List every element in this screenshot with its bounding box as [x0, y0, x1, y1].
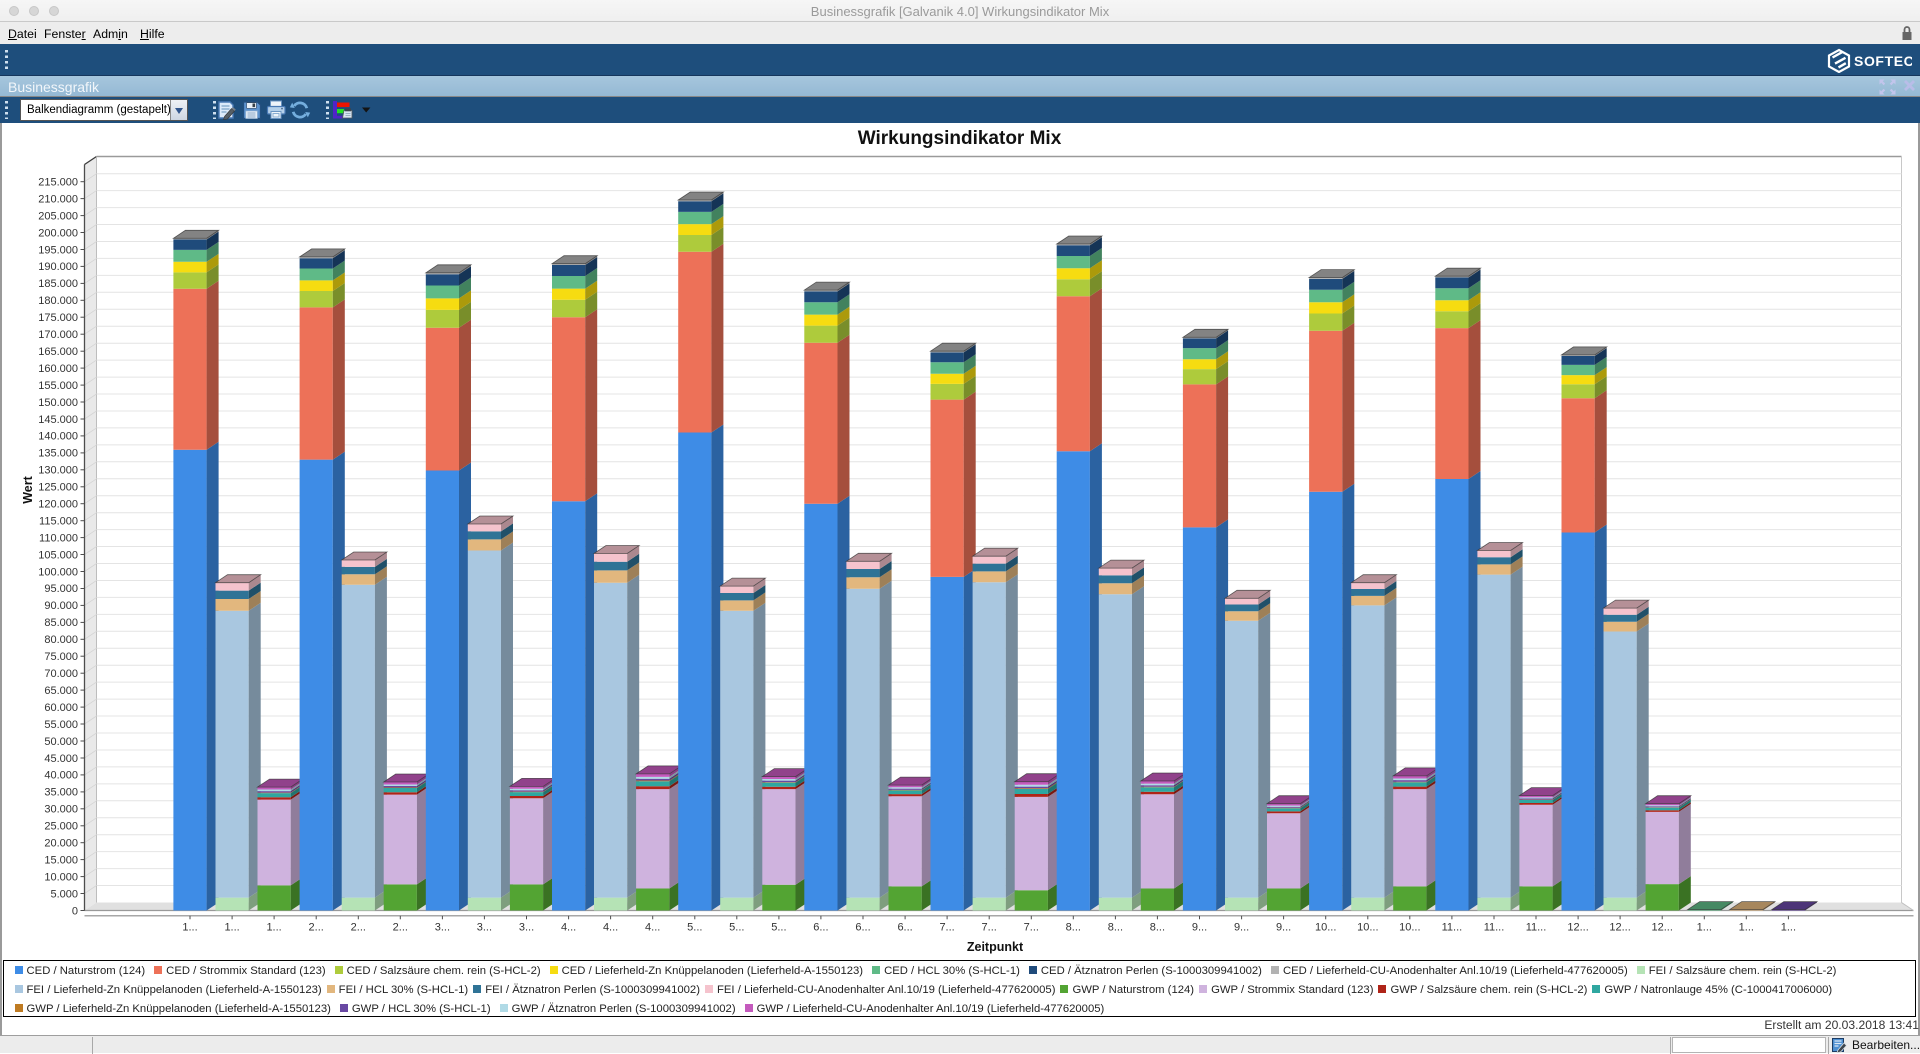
svg-text:9...: 9... — [1276, 922, 1291, 934]
svg-text:165.000: 165.000 — [38, 346, 78, 358]
svg-text:4...: 4... — [561, 922, 576, 934]
svg-text:160.000: 160.000 — [38, 363, 78, 375]
svg-text:60.000: 60.000 — [44, 702, 78, 714]
svg-text:80.000: 80.000 — [44, 634, 78, 646]
svg-text:50.000: 50.000 — [44, 736, 78, 748]
svg-text:30.000: 30.000 — [44, 804, 78, 816]
svg-text:110.000: 110.000 — [39, 532, 78, 544]
svg-text:11...: 11... — [1442, 922, 1463, 934]
svg-text:95.000: 95.000 — [44, 583, 78, 595]
svg-text:135.000: 135.000 — [38, 448, 78, 460]
svg-text:5...: 5... — [771, 922, 786, 934]
svg-text:140.000: 140.000 — [38, 431, 78, 443]
svg-text:12...: 12... — [1651, 922, 1672, 934]
svg-text:125.000: 125.000 — [38, 482, 78, 494]
svg-text:200.000: 200.000 — [38, 227, 78, 239]
svg-text:Wert: Wert — [21, 475, 35, 503]
svg-text:2...: 2... — [351, 922, 366, 934]
svg-text:1...: 1... — [224, 922, 239, 934]
svg-text:8...: 8... — [1108, 922, 1123, 934]
svg-text:170.000: 170.000 — [38, 329, 78, 341]
svg-text:12...: 12... — [1609, 922, 1630, 934]
svg-text:155.000: 155.000 — [38, 380, 78, 392]
svg-text:180.000: 180.000 — [38, 295, 78, 307]
svg-text:190.000: 190.000 — [38, 261, 78, 273]
svg-text:6...: 6... — [897, 922, 912, 934]
svg-text:1...: 1... — [266, 922, 281, 934]
svg-text:120.000: 120.000 — [38, 499, 78, 511]
svg-text:4...: 4... — [603, 922, 618, 934]
svg-text:150.000: 150.000 — [38, 397, 78, 409]
svg-text:70.000: 70.000 — [44, 668, 78, 680]
svg-text:55.000: 55.000 — [44, 719, 78, 731]
svg-text:8...: 8... — [1066, 922, 1081, 934]
svg-text:1...: 1... — [182, 922, 197, 934]
svg-text:2...: 2... — [393, 922, 408, 934]
svg-text:10...: 10... — [1315, 922, 1336, 934]
svg-text:11...: 11... — [1484, 922, 1505, 934]
svg-text:11...: 11... — [1526, 922, 1547, 934]
svg-text:8...: 8... — [1150, 922, 1165, 934]
svg-text:5...: 5... — [687, 922, 702, 934]
svg-text:1...: 1... — [1697, 922, 1712, 934]
svg-text:5...: 5... — [729, 922, 744, 934]
svg-text:1...: 1... — [1781, 922, 1796, 934]
svg-text:35.000: 35.000 — [44, 787, 78, 799]
svg-text:1...: 1... — [1739, 922, 1754, 934]
svg-text:0: 0 — [72, 905, 78, 917]
svg-text:215.000: 215.000 — [38, 177, 78, 189]
svg-text:10.000: 10.000 — [44, 871, 78, 883]
svg-text:75.000: 75.000 — [44, 651, 78, 663]
svg-text:195.000: 195.000 — [38, 244, 78, 256]
svg-text:10...: 10... — [1399, 922, 1420, 934]
svg-text:205.000: 205.000 — [38, 210, 78, 222]
svg-text:25.000: 25.000 — [44, 821, 78, 833]
svg-text:145.000: 145.000 — [38, 414, 78, 426]
svg-text:90.000: 90.000 — [44, 600, 78, 612]
svg-text:4...: 4... — [645, 922, 660, 934]
svg-text:3...: 3... — [435, 922, 450, 934]
svg-text:100.000: 100.000 — [38, 566, 78, 578]
svg-text:12...: 12... — [1567, 922, 1588, 934]
svg-text:3...: 3... — [477, 922, 492, 934]
svg-text:10...: 10... — [1357, 922, 1378, 934]
svg-text:85.000: 85.000 — [44, 617, 78, 629]
svg-text:130.000: 130.000 — [38, 465, 78, 477]
svg-text:40.000: 40.000 — [44, 770, 78, 782]
svg-text:15.000: 15.000 — [44, 854, 78, 866]
svg-text:9...: 9... — [1192, 922, 1207, 934]
svg-text:185.000: 185.000 — [38, 278, 78, 290]
svg-text:Zeitpunkt: Zeitpunkt — [967, 940, 1024, 954]
svg-text:20.000: 20.000 — [44, 838, 78, 850]
svg-text:7...: 7... — [1024, 922, 1039, 934]
svg-text:6...: 6... — [813, 922, 828, 934]
svg-text:115.000: 115.000 — [39, 516, 78, 528]
svg-text:45.000: 45.000 — [44, 753, 78, 765]
svg-text:2...: 2... — [309, 922, 324, 934]
svg-text:5.000: 5.000 — [50, 888, 78, 900]
svg-text:105.000: 105.000 — [38, 549, 78, 561]
svg-text:65.000: 65.000 — [44, 685, 78, 697]
svg-text:175.000: 175.000 — [38, 312, 78, 324]
svg-text:7...: 7... — [939, 922, 954, 934]
svg-text:3...: 3... — [519, 922, 534, 934]
svg-text:9...: 9... — [1234, 922, 1249, 934]
svg-text:Wirkungsindikator Mix: Wirkungsindikator Mix — [858, 128, 1062, 149]
svg-text:210.000: 210.000 — [38, 193, 78, 205]
svg-text:7...: 7... — [982, 922, 997, 934]
svg-text:6...: 6... — [855, 922, 870, 934]
